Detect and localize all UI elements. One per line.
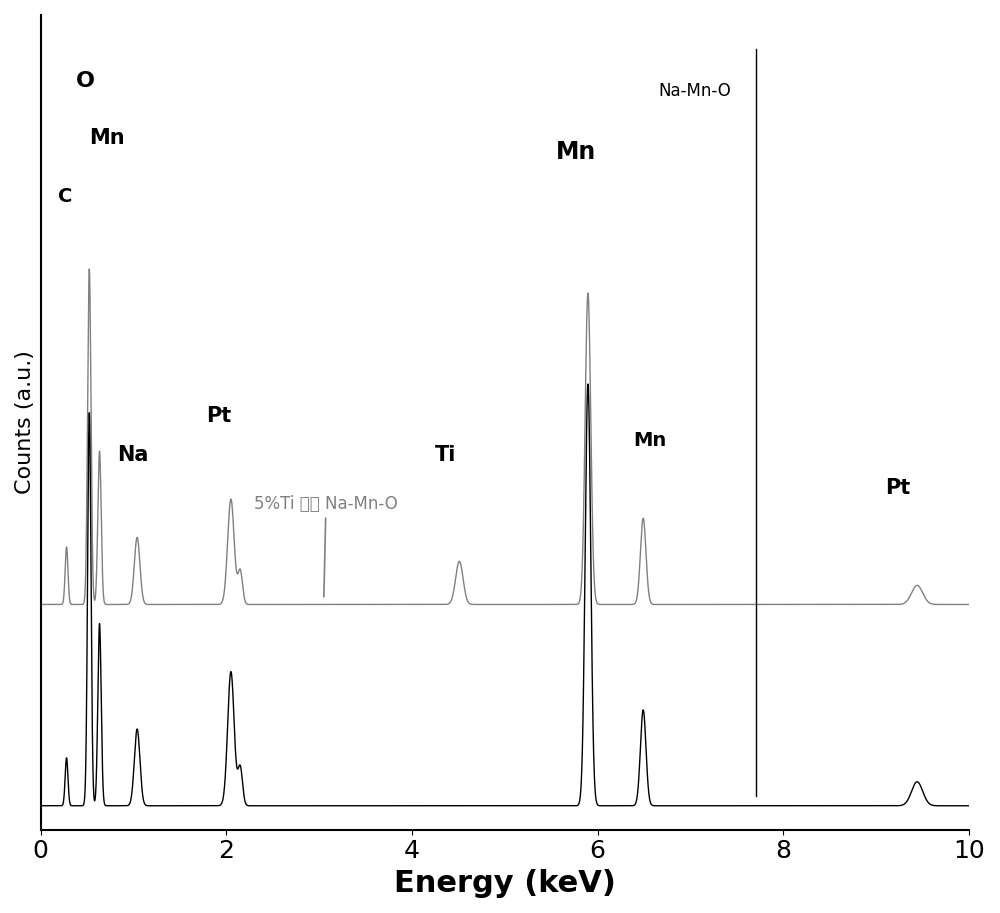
Text: Pt: Pt — [886, 478, 911, 498]
Text: Mn: Mn — [556, 140, 596, 163]
Text: O: O — [76, 71, 95, 91]
Text: Pt: Pt — [206, 406, 231, 426]
Text: Na-Mn-O: Na-Mn-O — [658, 82, 731, 100]
Text: Na: Na — [117, 445, 148, 465]
X-axis label: Energy (keV): Energy (keV) — [394, 869, 616, 898]
Text: Mn: Mn — [633, 431, 666, 450]
Text: 5%Ti 掺杂 Na-Mn-O: 5%Ti 掺杂 Na-Mn-O — [254, 495, 398, 597]
Text: Ti: Ti — [435, 445, 457, 465]
Text: Mn: Mn — [89, 129, 124, 149]
Text: C: C — [58, 187, 73, 206]
Y-axis label: Counts (a.u.): Counts (a.u.) — [15, 351, 35, 494]
